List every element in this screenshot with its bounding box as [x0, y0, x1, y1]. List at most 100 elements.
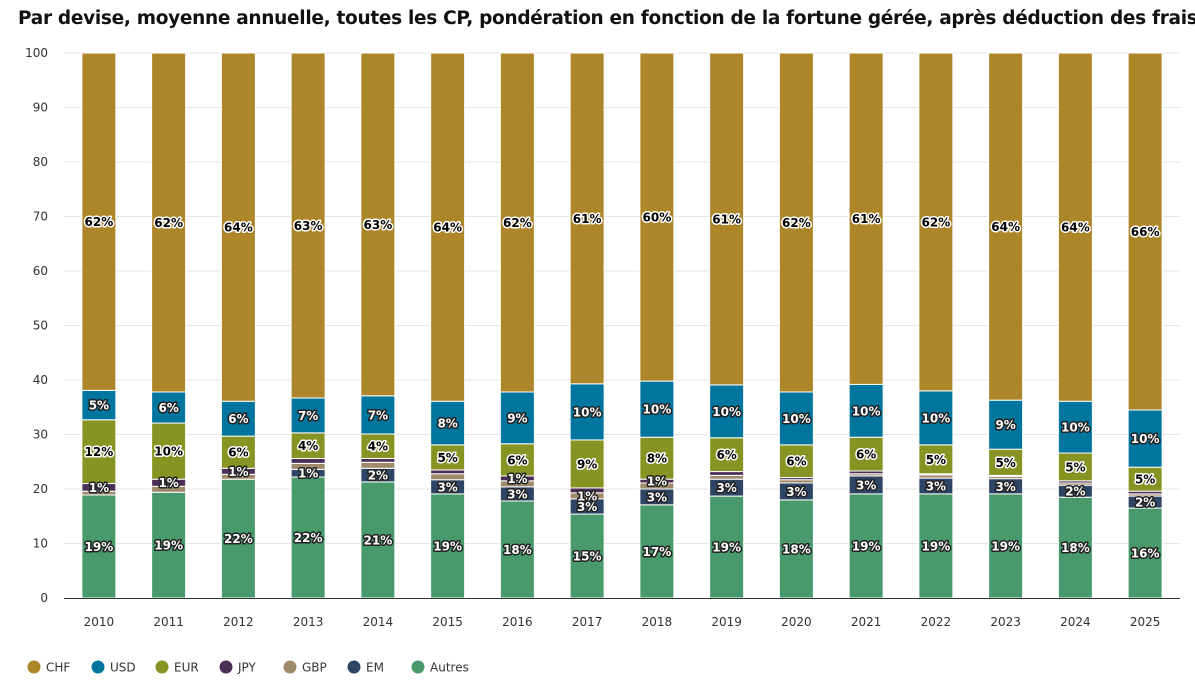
- legend-item-marker[interactable]: [27, 660, 41, 674]
- data-label: 61%: [573, 212, 602, 226]
- data-label: 10%: [643, 403, 672, 417]
- bar-segment-chf: [151, 52, 187, 393]
- bar-segment-autres: [778, 499, 814, 599]
- bar-segment-eur: [290, 432, 326, 459]
- bar-segment-chf: [290, 52, 326, 399]
- data-label: 19%: [922, 539, 951, 553]
- data-label: 64%: [991, 220, 1020, 234]
- legend-item-label[interactable]: EM: [366, 661, 384, 675]
- data-label: 4%: [368, 440, 388, 454]
- data-label: 62%: [85, 215, 114, 229]
- data-label: 19%: [852, 539, 881, 553]
- data-label: 1%: [507, 472, 527, 486]
- data-label: 1%: [89, 481, 109, 495]
- legend-item-marker[interactable]: [283, 660, 297, 674]
- data-label: 5%: [89, 399, 109, 413]
- bar-segment-eur: [151, 422, 187, 480]
- legend-item-marker[interactable]: [219, 660, 233, 674]
- x-tick-label: 2013: [293, 615, 324, 629]
- bar-segment-gbp: [430, 473, 466, 481]
- y-tick-label: 10: [33, 537, 48, 551]
- data-label: 1%: [228, 465, 248, 479]
- legend-item-label[interactable]: USD: [110, 661, 136, 675]
- legend-item-marker[interactable]: [91, 660, 105, 674]
- data-label: 10%: [1131, 432, 1160, 446]
- bar-segment-usd: [988, 399, 1024, 450]
- bar-segment-chf: [1127, 52, 1163, 411]
- data-label: 64%: [1061, 221, 1090, 235]
- data-label: 10%: [573, 405, 602, 419]
- data-label: 19%: [991, 539, 1020, 553]
- data-label: 21%: [364, 533, 393, 547]
- bar-segment-eur: [220, 435, 256, 469]
- legend-item-marker[interactable]: [155, 660, 169, 674]
- data-label: 62%: [154, 216, 183, 230]
- bar-segment-chf: [360, 52, 396, 397]
- data-label: 1%: [158, 476, 178, 490]
- chart-title: Par devise, moyenne annuelle, toutes les…: [18, 8, 1195, 29]
- data-label: 19%: [712, 541, 741, 555]
- bar-segment-chf: [639, 52, 675, 382]
- data-label: 1%: [577, 489, 597, 503]
- legend-item-label[interactable]: GBP: [302, 661, 327, 675]
- bar-segment-usd: [709, 384, 745, 439]
- data-label: 19%: [85, 540, 114, 554]
- legend-item-label[interactable]: CHF: [46, 661, 70, 675]
- x-tick-label: 2010: [84, 615, 115, 629]
- bar-segment-jpy: [360, 457, 396, 463]
- data-label: 3%: [507, 487, 527, 501]
- data-label: 10%: [712, 405, 741, 419]
- bar-segment-autres: [569, 513, 605, 599]
- bar-segment-eur: [81, 419, 117, 485]
- y-tick-label: 80: [33, 155, 48, 169]
- x-tick-label: 2019: [711, 615, 742, 629]
- x-tick-label: 2015: [432, 615, 463, 629]
- data-label: 63%: [294, 219, 323, 233]
- bar-segment-chf: [430, 52, 466, 402]
- legend-item-label[interactable]: Autres: [430, 661, 469, 675]
- y-tick-label: 100: [25, 46, 48, 60]
- x-tick-label: 2012: [223, 615, 254, 629]
- data-label: 6%: [158, 401, 178, 415]
- data-label: 6%: [786, 455, 806, 469]
- x-tick-label: 2016: [502, 615, 533, 629]
- bar-segment-autres: [290, 476, 326, 599]
- data-label: 61%: [852, 212, 881, 226]
- bar-segment-chf: [848, 52, 884, 385]
- legend-item-label[interactable]: JPY: [237, 661, 257, 675]
- data-label: 9%: [577, 457, 597, 471]
- data-label: 6%: [856, 448, 876, 462]
- bar-segment-chf: [778, 52, 814, 393]
- bar-segment-chf: [499, 52, 535, 393]
- x-tick-label: 2014: [363, 615, 394, 629]
- data-label: 10%: [154, 445, 183, 459]
- bar-segment-eur: [918, 444, 954, 475]
- data-label: 6%: [228, 412, 248, 426]
- data-label: 2%: [1065, 485, 1085, 499]
- data-label: 5%: [1135, 473, 1155, 487]
- y-tick-label: 20: [33, 482, 48, 496]
- bar-segment-chf: [220, 52, 256, 402]
- bar-segment-usd: [220, 400, 256, 437]
- bar-segment-eur: [360, 433, 396, 459]
- x-tick-label: 2021: [851, 615, 882, 629]
- data-label: 60%: [643, 211, 672, 225]
- data-label: 8%: [437, 417, 457, 431]
- data-label: 18%: [1061, 541, 1090, 555]
- bar-segment-chf: [918, 52, 954, 392]
- legend-item-marker[interactable]: [347, 660, 361, 674]
- bar-segment-autres: [81, 494, 117, 599]
- data-label: 2%: [1135, 496, 1155, 510]
- data-label: 6%: [507, 453, 527, 467]
- data-label: 5%: [926, 453, 946, 467]
- data-label: 17%: [643, 545, 672, 559]
- data-label: 7%: [368, 408, 388, 422]
- bar-segment-usd: [430, 400, 466, 446]
- legend-item-label[interactable]: EUR: [174, 661, 199, 675]
- x-tick-label: 2018: [642, 615, 673, 629]
- y-tick-label: 90: [33, 101, 48, 115]
- data-label: 3%: [577, 500, 597, 514]
- data-label: 7%: [298, 409, 318, 423]
- legend-item-marker[interactable]: [411, 660, 425, 674]
- bar-segment-usd: [778, 391, 814, 446]
